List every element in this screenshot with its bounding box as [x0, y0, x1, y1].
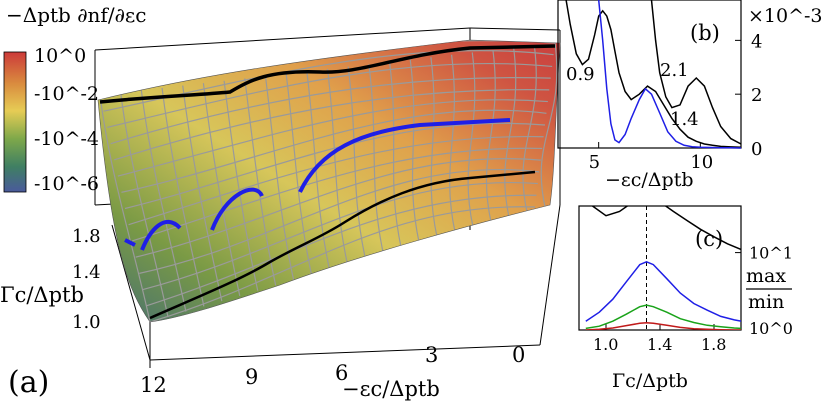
- colorbar: 10^0 -10^-2 -10^-4 -10^-6: [3, 45, 99, 195]
- y-multiplier: ×10^-3: [748, 5, 823, 27]
- x-tick: 12: [140, 373, 167, 397]
- panel-c-series: [585, 206, 741, 330]
- y-tick-label: 10^0: [749, 319, 793, 338]
- series-line-1.4: [597, 0, 742, 149]
- panel-c-frame: [578, 205, 742, 331]
- colorbar-tick: -10^-2: [34, 83, 99, 105]
- x-tick-label: 1.0: [593, 335, 618, 354]
- grid-line: [146, 194, 537, 307]
- grid-line: [388, 61, 402, 249]
- x-tick-label: 1.8: [701, 335, 726, 354]
- colorbar-tick: 10^0: [34, 45, 86, 67]
- grid-line: [124, 122, 546, 210]
- grid-line: [128, 135, 544, 226]
- grid-line: [202, 83, 241, 296]
- series-line-black: [592, 206, 741, 251]
- x-tick: 6: [335, 361, 348, 385]
- colorbar-gradient: [3, 51, 27, 193]
- grid-line: [161, 87, 205, 307]
- ratio-label-top: max: [746, 265, 786, 287]
- panel-label-b: (b): [690, 21, 720, 45]
- ratio-label-bottom: min: [748, 291, 784, 313]
- y-tick: 1.0: [72, 312, 101, 333]
- panel-b-series: [565, 0, 742, 149]
- grid-line: [522, 45, 537, 213]
- x-tick-label: 10: [690, 152, 713, 173]
- y-tick: 1.8: [72, 226, 101, 247]
- surface-curve-gamma-1.4: [124, 118, 511, 251]
- y-tick: 1.4: [72, 262, 101, 283]
- grid-line: [485, 50, 496, 223]
- grid-line: [326, 68, 349, 265]
- panel-label-c: (c): [695, 227, 723, 251]
- main-title: −Δptb ∂nf/∂εc: [6, 3, 146, 27]
- grid-line: [139, 168, 540, 274]
- grid-line: [449, 54, 456, 234]
- x-axis-label: −εc/Δptb: [342, 377, 440, 401]
- series-label-1.4: 1.4: [670, 109, 699, 130]
- grid-line: [121, 109, 547, 193]
- panel-b-frame: [557, 0, 742, 149]
- y-tick-label: 4: [751, 31, 762, 52]
- panel-b: 5 10 0 2 4 (b) ×10^-3 0.9 2.1 1.4 −εc/Δptb: [557, 0, 823, 191]
- grid-line: [285, 73, 313, 276]
- grid-line: [540, 42, 558, 208]
- x-tick: 9: [245, 365, 258, 389]
- grid-line: [107, 62, 553, 129]
- x-tick: 0: [512, 343, 525, 367]
- surface-fill: [98, 40, 560, 322]
- series-label-2.1: 2.1: [660, 60, 689, 81]
- grid-line: [409, 59, 420, 244]
- x-axis-label-b: −εc/Δptb: [605, 169, 694, 191]
- grid-line: [120, 92, 169, 317]
- grid-line: [430, 57, 438, 239]
- series-line-green: [585, 304, 741, 330]
- grid-line: [368, 64, 384, 255]
- grid-line: [131, 147, 543, 242]
- x-tick-label: 1.4: [647, 335, 672, 354]
- panel-c: 1.0 1.4 1.8 10^0 10^1 (c) max min Γc/Δptb: [578, 205, 793, 392]
- grid-line: [99, 94, 151, 322]
- series-line-2.1: [650, 0, 742, 145]
- colorbar-tick: -10^-4: [34, 128, 99, 150]
- surface-outline: [97, 39, 561, 323]
- series-label-0.9: 0.9: [566, 64, 595, 85]
- grid-line: [140, 90, 187, 312]
- series-line-blue: [585, 260, 741, 322]
- grid-line: [142, 182, 538, 291]
- y-tick-label: 2: [751, 85, 762, 106]
- grid-line: [264, 76, 295, 281]
- grid-line: [135, 157, 541, 258]
- grid-line: [306, 71, 331, 270]
- surface: [98, 40, 560, 322]
- x-tick-label: 5: [589, 152, 600, 173]
- panel-label-a: (a): [8, 365, 49, 400]
- series-line-0.9: [565, 0, 742, 148]
- series-line-red: [585, 322, 741, 330]
- y-tick-label: 0: [751, 139, 762, 160]
- surface-curve-gamma-2.1: [99, 44, 556, 104]
- y-tick-label: 10^1: [749, 244, 793, 263]
- grid-line: [347, 66, 367, 260]
- x-axis-label-c: Γc/Δptb: [612, 370, 688, 392]
- x-tick: 3: [425, 343, 438, 367]
- grid-line: [149, 206, 536, 322]
- grid-line: [110, 77, 551, 145]
- y-axis-label: Γc/Δptb: [0, 283, 84, 307]
- grid-line: [114, 89, 550, 161]
- surface-curve-gamma-1.0: [149, 170, 536, 320]
- grid-line: [182, 85, 223, 302]
- grid-line: [117, 99, 548, 177]
- surface-grid: [99, 40, 558, 322]
- colorbar-tick: -10^-6: [34, 173, 99, 195]
- panel-a: −Δptb ∂nf/∂εc 10^0 -10^-2 -10^-4 -10^-6: [0, 3, 561, 401]
- panel-c-ticks: 1.0 1.4 1.8 10^0 10^1: [593, 206, 793, 354]
